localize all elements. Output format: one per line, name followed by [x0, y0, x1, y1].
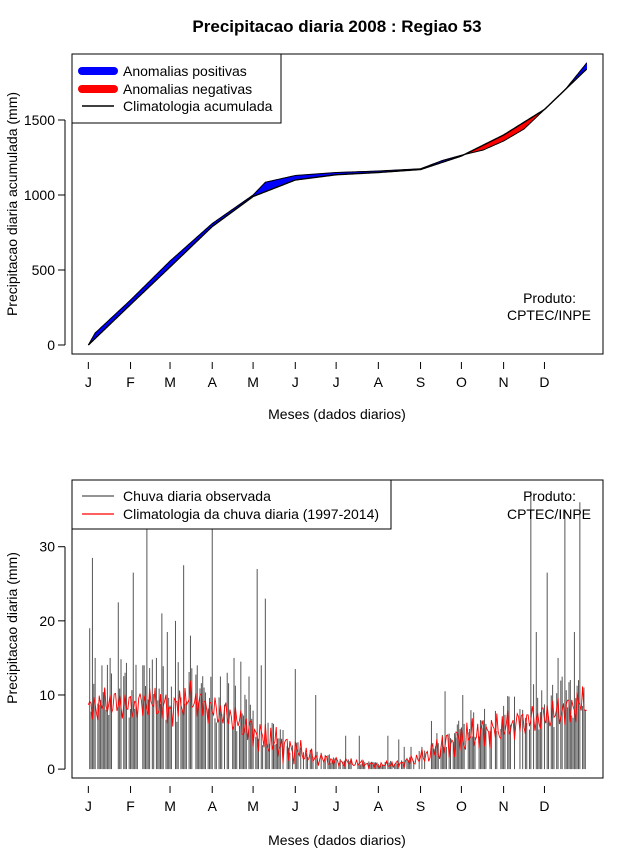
climatology-cumulative-line — [87, 68, 588, 346]
x-tick-label: O — [456, 374, 467, 390]
y-tick-label: 20 — [39, 613, 55, 629]
cumulative-lines — [87, 62, 588, 346]
y-axis: 0 10 20 30 — [39, 539, 66, 777]
x-tick-label: N — [499, 798, 509, 814]
y-tick-label: 10 — [39, 687, 55, 703]
x-tick-label: N — [499, 374, 509, 390]
legend-label-observed: Chuva diaria observada — [123, 488, 271, 504]
x-tick-label: M — [164, 798, 176, 814]
y-axis: 0 500 1000 1500 — [24, 112, 66, 353]
y-tick-label: 30 — [39, 539, 55, 555]
x-tick-label: F — [126, 798, 135, 814]
credit-label: Produto: — [523, 290, 576, 306]
x-tick-label: S — [416, 374, 425, 390]
legend-box — [71, 479, 392, 530]
x-tick-label: F — [126, 374, 135, 390]
x-tick-label: A — [374, 798, 384, 814]
x-tick-label: J — [333, 374, 340, 390]
y-axis-label: Precipitacao diaria acumulada (mm) — [4, 92, 20, 316]
plot-frame — [71, 53, 604, 355]
y-tick-label: 500 — [32, 262, 56, 278]
x-tick-label: A — [374, 374, 384, 390]
x-tick-label: M — [164, 374, 176, 390]
cumulative-panel: 0 500 1000 1500 J F M A M J J A S O N D Precipitacao d… — [4, 53, 604, 422]
daily-bars — [89, 491, 586, 770]
x-axis-label: Meses (dados diarios) — [268, 832, 406, 848]
y-axis-label: Precipitacao diaria (mm) — [4, 552, 20, 704]
x-tick-label: J — [85, 374, 92, 390]
chart-title: Precipitacao diaria 2008 : Regiao 53 — [192, 17, 481, 36]
x-tick-label: A — [208, 374, 218, 390]
legend: Anomalias positivas Anomalias negativas … — [71, 53, 282, 124]
y-tick-label: 0 — [47, 337, 55, 353]
x-tick-label: D — [539, 374, 549, 390]
x-tick-label: S — [416, 798, 425, 814]
x-axis-label: Meses (dados diarios) — [268, 406, 406, 422]
observed-cumulative-line — [87, 62, 588, 346]
y-tick-label: 0 — [47, 761, 55, 777]
x-tick-label: O — [456, 798, 467, 814]
legend-label-negative: Anomalias negativas — [123, 81, 252, 97]
x-tick-label: M — [247, 374, 259, 390]
y-tick-label: 1000 — [24, 187, 55, 203]
credit-label: Produto: — [523, 488, 576, 504]
legend-label-climatology: Climatologia da chuva diaria (1997-2014) — [123, 506, 379, 522]
x-tick-label: J — [85, 798, 92, 814]
x-tick-label: J — [333, 798, 340, 814]
credit-source: CPTEC/INPE — [507, 307, 591, 323]
credit-source: CPTEC/INPE — [507, 506, 591, 522]
y-tick-label: 1500 — [24, 112, 55, 128]
daily-climatology — [87, 680, 587, 770]
legend-label-climatology: Climatologia acumulada — [123, 98, 273, 114]
x-tick-label: A — [208, 798, 218, 814]
x-tick-label: J — [292, 374, 299, 390]
x-tick-label: M — [247, 798, 259, 814]
x-tick-label: D — [539, 798, 549, 814]
x-tick-label: J — [292, 798, 299, 814]
legend: Chuva diaria observada Climatologia da c… — [71, 479, 392, 530]
climatology-daily-line — [87, 680, 587, 770]
daily-panel: 0 10 20 30 J F M A M J J A S O N D Precipitacao diaria… — [4, 479, 604, 848]
legend-label-positive: Anomalias positivas — [123, 63, 247, 79]
